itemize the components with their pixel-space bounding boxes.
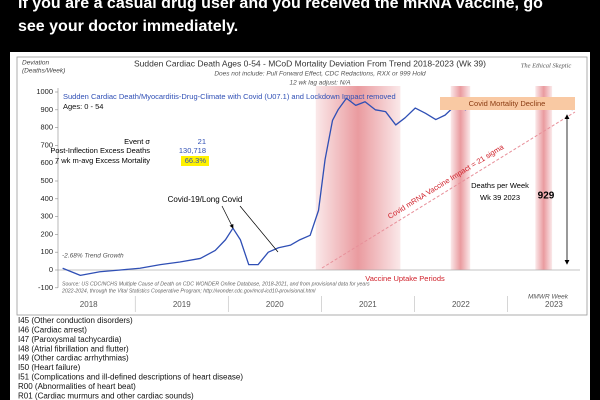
- annotation: Covid Mortality Decline: [469, 99, 546, 108]
- post-background: [0, 0, 600, 50]
- y-tick-label: -100: [38, 283, 53, 292]
- y-tick-label: 500: [40, 176, 53, 185]
- y-tick-label: 700: [40, 140, 53, 149]
- code-list: I45 (Other conduction disorders)I46 (Car…: [18, 316, 243, 400]
- subtitle: 12 wk lag adjust: N/A: [289, 80, 350, 87]
- y-tick-label: 100: [40, 247, 53, 256]
- y-tick-label: 900: [40, 105, 53, 114]
- x-tick-label: 2022: [452, 300, 470, 309]
- stat-value: 66.3%: [185, 156, 207, 165]
- annotation: Covid-19/Long Covid: [168, 195, 243, 204]
- subtitle: Does not include: Pull Forward Effect, C…: [214, 71, 426, 78]
- x-tick-label: 2023: [545, 300, 563, 309]
- shaded-period: [315, 86, 401, 270]
- code-line: R00 (Abnormalities of heart beat): [18, 382, 136, 391]
- stat-label: Post-Inflection Excess Deaths: [50, 146, 150, 155]
- code-line: I50 (Heart failure): [18, 363, 81, 372]
- stat-value: 21: [198, 137, 206, 146]
- latest-value: 929: [538, 191, 555, 202]
- chart-title: Sudden Cardiac Death Ages 0-54 - MCoD Mo…: [134, 58, 486, 68]
- post-text: If you are a casual drug user and you re…: [18, 0, 543, 12]
- y-tick-label: 0: [49, 265, 53, 274]
- y-tick-label: 800: [40, 123, 53, 132]
- annotation: Deaths per Week: [471, 181, 529, 190]
- y-label: Deviation: [22, 60, 49, 67]
- x-tick-label: 2020: [266, 300, 284, 309]
- source: 2022-2024, through the Vital Statistics …: [61, 288, 316, 294]
- y-label: (Deaths/Week): [22, 68, 65, 75]
- code-line: I48 (Atrial fibrillation and flutter): [18, 344, 129, 353]
- shaded-period-label: Vaccine Uptake Periods: [365, 274, 445, 283]
- arrow: [239, 205, 279, 253]
- code-line: I46 (Cardiac arrest): [18, 326, 87, 335]
- annotation: Wk 39 2023: [480, 193, 520, 202]
- stat-label: 7 wk m-avg Excess Mortality: [55, 156, 150, 165]
- shaded-period: [535, 86, 553, 270]
- x-tick-label: 2019: [173, 300, 191, 309]
- x-tick-label: 2021: [359, 300, 377, 309]
- legend-label: Sudden Cardiac Death/Myocarditis-Drug-Cl…: [63, 92, 396, 101]
- trend-annotation-line: [321, 111, 576, 269]
- y-tick-label: 400: [40, 194, 53, 203]
- arrow: [221, 205, 234, 229]
- post-text: see your doctor immediately.: [18, 18, 238, 35]
- y-tick-label: 1000: [36, 87, 53, 96]
- code-line: R01 (Cardiac murmurs and other cardiac s…: [18, 391, 194, 400]
- code-line: I45 (Other conduction disorders): [18, 316, 133, 325]
- plot: Vaccine Uptake Periods -100 0 100 200 300 400 5…: [36, 86, 580, 312]
- y-tick-label: 300: [40, 212, 53, 221]
- annotation: Ages: 0 - 54: [63, 102, 103, 111]
- annotation: -2.68% Trend Growth: [62, 253, 124, 260]
- watermark: The Ethical Skeptic: [521, 62, 572, 69]
- y-tick-label: 200: [40, 229, 53, 238]
- stat-value: 130,718: [179, 146, 206, 155]
- source: Source: US CDC/NCHS Multiple Cause of De…: [62, 281, 370, 287]
- y-tick-label: 600: [40, 158, 53, 167]
- stat-label: Event σ: [124, 137, 150, 146]
- annotation-box: [440, 97, 575, 110]
- code-line: I51 (Complications and ill-defined descr…: [18, 373, 243, 382]
- highlight: [181, 156, 209, 166]
- x-label: MMWR Week: [528, 294, 569, 301]
- shaded-period: [450, 86, 471, 270]
- code-line: I49 (Other cardiac arrhythmias): [18, 354, 129, 363]
- x-tick-label: 2018: [80, 300, 98, 309]
- code-line: I47 (Paroxysmal tachycardia): [18, 335, 122, 344]
